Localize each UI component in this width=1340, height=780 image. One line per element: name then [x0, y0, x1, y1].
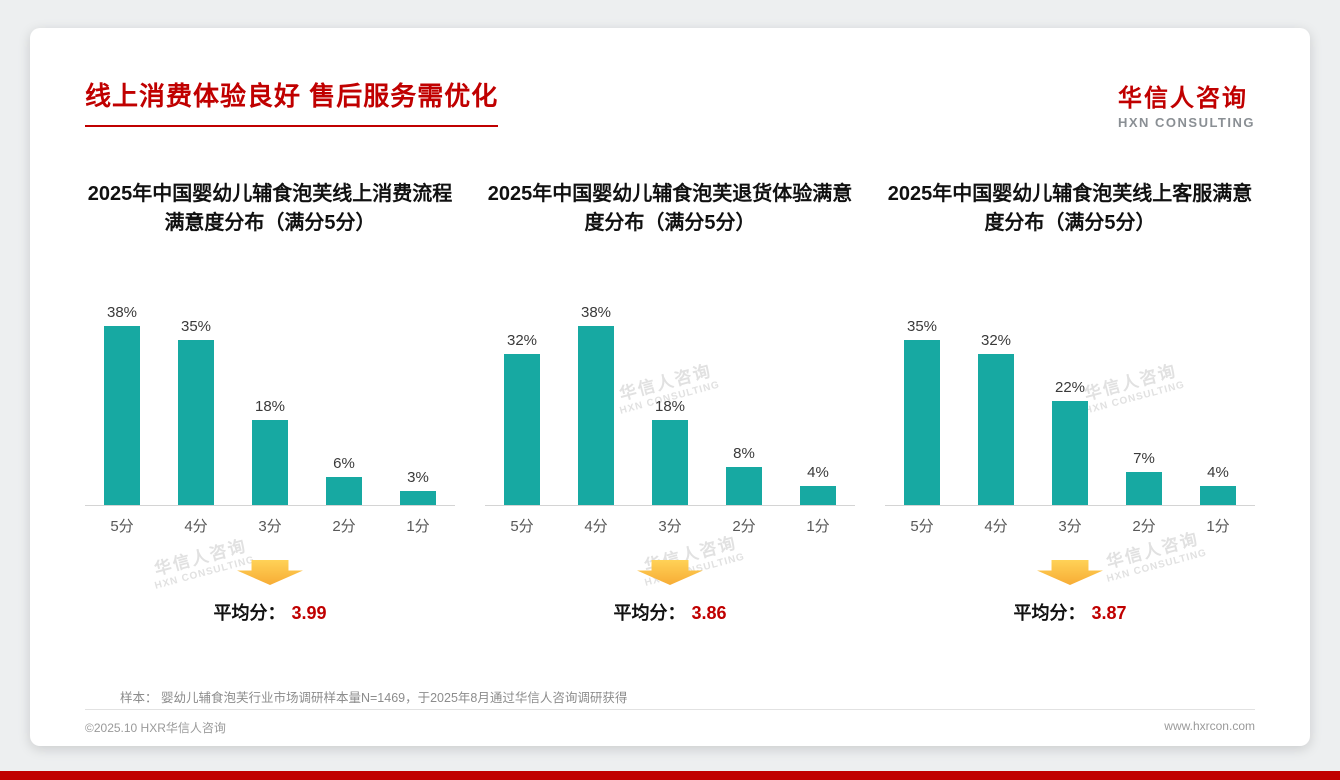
bar-column: 7%: [1107, 450, 1181, 505]
bar-plot: 38% 35% 18% 6% 3% 5分 4分 3分 2分 1分: [85, 294, 455, 536]
average-score: 平均分： 3.86: [613, 599, 726, 625]
x-axis-labels: 5分 4分 3分 2分 1分: [85, 506, 455, 536]
bar: [978, 354, 1014, 505]
x-tick-label: 2分: [732, 518, 756, 535]
bars: 32% 38% 18% 8% 4%: [485, 294, 855, 506]
brand-logo: 华信人咨询 HXN CONSULTING: [1118, 78, 1255, 130]
average-value: 3.99: [291, 603, 327, 623]
bar-value-label: 38%: [106, 304, 138, 321]
header: 线上消费体验良好 售后服务需优化 华信人咨询 HXN CONSULTING: [85, 76, 1255, 130]
bar-value-label: 6%: [333, 455, 355, 472]
bar: [1052, 401, 1088, 505]
bar-column: 18%: [233, 398, 307, 505]
charts-row: 2025年中国婴幼儿辅食泡芙线上消费流程满意度分布（满分5分） 38% 35% 18%…: [85, 180, 1255, 625]
bar-column: 35%: [159, 318, 233, 505]
page-title: 线上消费体验良好 售后服务需优化: [85, 76, 499, 127]
average-label: 平均分：: [613, 603, 686, 623]
copyright-text: ©2025.10 HXR华信人咨询: [85, 721, 226, 735]
x-tick-label: 4分: [584, 518, 608, 535]
down-arrow-icon: [1037, 560, 1103, 585]
bar: [326, 477, 362, 505]
average-value: 3.87: [1091, 603, 1127, 623]
x-tick-label: 4分: [984, 518, 1008, 535]
bar-column: 4%: [1181, 464, 1255, 505]
bar-column: 32%: [485, 332, 559, 505]
bar-value-label: 38%: [580, 304, 612, 321]
x-axis-labels: 5分 4分 3分 2分 1分: [485, 506, 855, 536]
x-axis-labels: 5分 4分 3分 2分 1分: [885, 506, 1255, 536]
x-tick-label: 3分: [258, 518, 282, 535]
x-tick-label: 1分: [806, 518, 830, 535]
bar-value-label: 32%: [980, 332, 1012, 349]
footer: ©2025.10 HXR华信人咨询 www.hxrcon.com: [85, 709, 1255, 736]
bar: [252, 420, 288, 505]
x-tick-label: 5分: [910, 518, 934, 535]
x-tick-label: 2分: [332, 518, 356, 535]
bar-column: 6%: [307, 455, 381, 505]
bars: 38% 35% 18% 6% 3%: [85, 294, 455, 506]
bars: 35% 32% 22% 7% 4%: [885, 294, 1255, 506]
bar: [652, 420, 688, 505]
bar-column: 18%: [633, 398, 707, 505]
down-arrow-icon: [237, 560, 303, 585]
bar-value-label: 35%: [906, 318, 938, 335]
x-tick-label: 4分: [184, 518, 208, 535]
chart-title: 2025年中国婴幼儿辅食泡芙退货体验满意度分布（满分5分）: [487, 183, 853, 234]
bar-value-label: 32%: [506, 332, 538, 349]
bar: [104, 326, 140, 505]
slide-card: 华信人咨询 HXN CONSULTING 华信人咨询 HXN CONSULTIN…: [30, 28, 1310, 746]
bar: [578, 326, 614, 505]
x-tick-label: 5分: [110, 518, 134, 535]
bar-column: 35%: [885, 318, 959, 505]
bar: [400, 491, 436, 505]
bar-value-label: 4%: [807, 464, 829, 481]
bar-value-label: 3%: [407, 469, 429, 486]
chart-title: 2025年中国婴幼儿辅食泡芙线上客服满意度分布（满分5分）: [887, 183, 1253, 234]
bar-column: 32%: [959, 332, 1033, 505]
bar-column: 8%: [707, 445, 781, 505]
bar: [904, 340, 940, 505]
bar: [800, 486, 836, 505]
bar-column: 22%: [1033, 379, 1107, 505]
bar: [1200, 486, 1236, 505]
average-score: 平均分： 3.87: [1013, 599, 1126, 625]
chart-panel: 2025年中国婴幼儿辅食泡芙线上客服满意度分布（满分5分） 35% 32% 22% 7%…: [885, 180, 1255, 625]
down-arrow-icon: [637, 560, 703, 585]
bar: [178, 340, 214, 505]
x-tick-label: 2分: [1132, 518, 1156, 535]
brand-logo-en: HXN CONSULTING: [1117, 115, 1255, 130]
bar-column: 38%: [85, 304, 159, 505]
bottom-accent-bar: [0, 771, 1340, 780]
x-tick-label: 3分: [658, 518, 682, 535]
bar: [504, 354, 540, 505]
x-tick-label: 1分: [1206, 518, 1230, 535]
bar-column: 38%: [559, 304, 633, 505]
bar-column: 3%: [381, 469, 455, 505]
bar: [726, 467, 762, 505]
bar-value-label: 18%: [654, 398, 686, 415]
bar-column: 4%: [781, 464, 855, 505]
chart-panel: 2025年中国婴幼儿辅食泡芙线上消费流程满意度分布（满分5分） 38% 35% 18%…: [85, 180, 455, 625]
bar-value-label: 7%: [1133, 450, 1155, 467]
bar-plot: 35% 32% 22% 7% 4% 5分 4分 3分 2分 1分: [885, 294, 1255, 536]
average-value: 3.86: [691, 603, 727, 623]
sample-note: 样本： 婴幼儿辅食泡芙行业市场调研样本量N=1469，于2025年8月通过华信人…: [120, 691, 628, 705]
average-label: 平均分：: [213, 603, 286, 623]
chart-panel: 2025年中国婴幼儿辅食泡芙退货体验满意度分布（满分5分） 32% 38% 18% 8%…: [485, 180, 855, 625]
bar-value-label: 18%: [254, 398, 286, 415]
brand-logo-cn: 华信人咨询: [1117, 85, 1248, 112]
x-tick-label: 3分: [1058, 518, 1082, 535]
bar-value-label: 35%: [180, 318, 212, 335]
average-score: 平均分： 3.99: [213, 599, 326, 625]
bar-plot: 32% 38% 18% 8% 4% 5分 4分 3分 2分 1分: [485, 294, 855, 536]
bar-value-label: 8%: [733, 445, 755, 462]
chart-title: 2025年中国婴幼儿辅食泡芙线上消费流程满意度分布（满分5分）: [87, 183, 453, 234]
x-tick-label: 1分: [406, 518, 430, 535]
bar: [1126, 472, 1162, 505]
bar-value-label: 4%: [1207, 464, 1229, 481]
x-tick-label: 5分: [510, 518, 534, 535]
bar-value-label: 22%: [1054, 379, 1086, 396]
website-link[interactable]: www.hxrcon.com: [1164, 719, 1255, 733]
average-label: 平均分：: [1013, 603, 1086, 623]
